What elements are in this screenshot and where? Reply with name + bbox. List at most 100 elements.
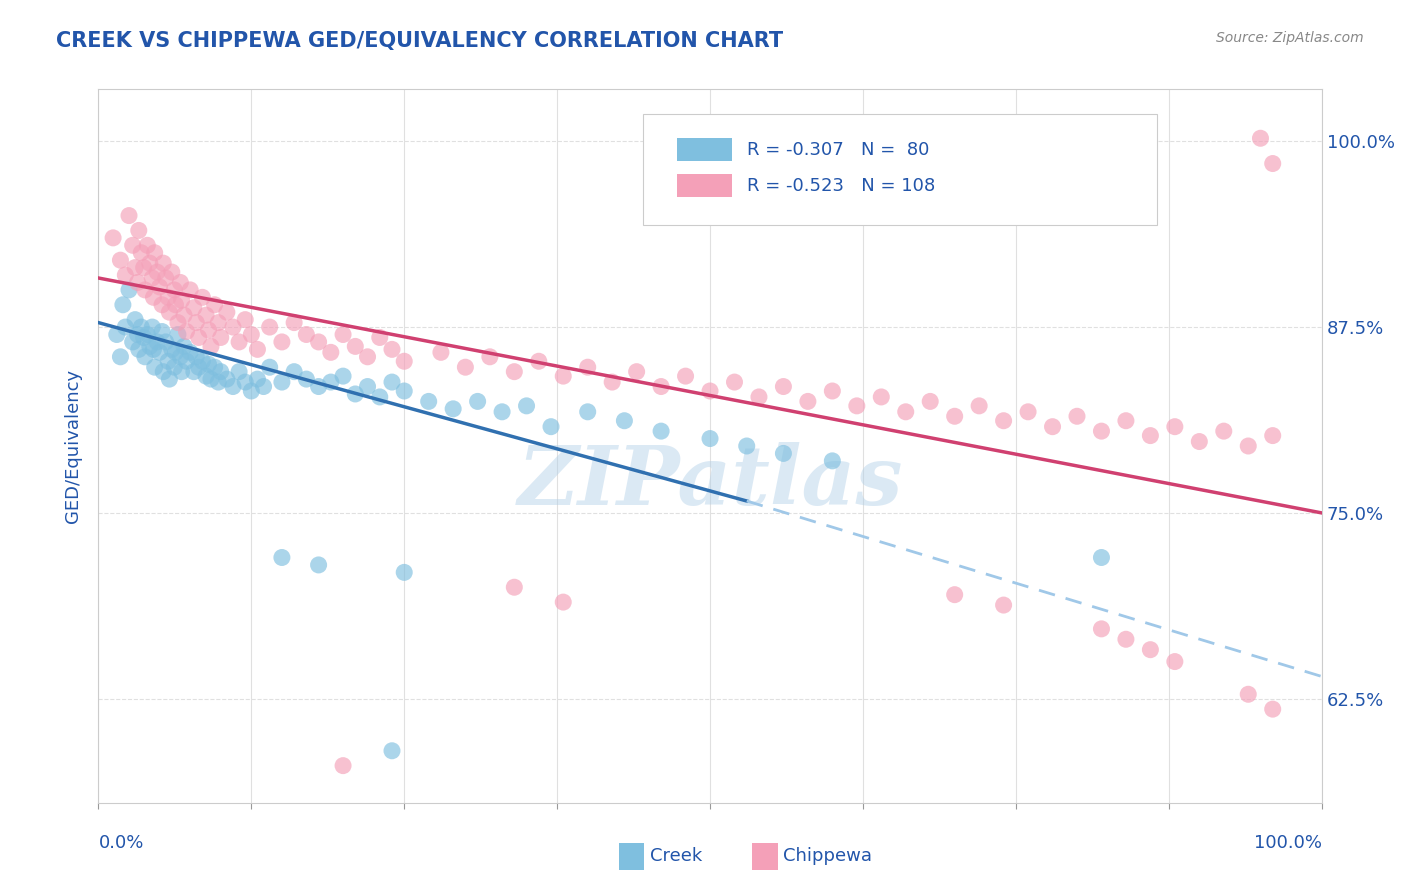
Point	[441, 401, 464, 416]
Point	[259, 320, 281, 334]
Point	[1139, 642, 1161, 657]
Point	[118, 209, 141, 223]
Bar	[678, 138, 733, 161]
Point	[259, 360, 281, 375]
Point	[943, 409, 966, 424]
Point	[132, 260, 155, 275]
Point	[183, 301, 205, 315]
Point	[183, 365, 205, 379]
Point	[197, 357, 219, 371]
Point	[392, 566, 416, 580]
Point	[650, 424, 672, 438]
Point	[142, 290, 165, 304]
Point	[295, 372, 318, 386]
Text: Chippewa: Chippewa	[783, 847, 872, 865]
Point	[143, 245, 166, 260]
Point	[157, 305, 180, 319]
Point	[308, 558, 330, 572]
Point	[418, 394, 440, 409]
Point	[149, 280, 172, 294]
Point	[195, 369, 218, 384]
Point	[553, 369, 575, 384]
Point	[187, 330, 209, 344]
Point	[381, 744, 404, 758]
Point	[1115, 414, 1137, 428]
Point	[1017, 405, 1039, 419]
Point	[127, 327, 149, 342]
Point	[124, 312, 146, 326]
Point	[845, 399, 868, 413]
Point	[270, 334, 294, 349]
Point	[152, 256, 174, 270]
Point	[124, 260, 146, 275]
Point	[176, 325, 198, 339]
Point	[270, 550, 294, 565]
Point	[204, 298, 226, 312]
Point	[157, 290, 180, 304]
Point	[128, 343, 150, 357]
Point	[228, 365, 250, 379]
Point	[110, 253, 132, 268]
Point	[295, 327, 318, 342]
Point	[735, 439, 758, 453]
Point	[143, 360, 166, 375]
Point	[197, 323, 219, 337]
Point	[515, 399, 537, 413]
Point	[993, 598, 1015, 612]
Point	[454, 360, 477, 375]
Point	[165, 298, 187, 312]
Point	[1237, 687, 1260, 701]
Point	[1164, 419, 1187, 434]
Text: 100.0%: 100.0%	[1254, 834, 1322, 852]
Point	[821, 384, 844, 398]
Point	[1212, 424, 1234, 438]
Point	[169, 276, 191, 290]
Point	[139, 256, 162, 270]
Point	[176, 354, 198, 368]
Point	[169, 350, 191, 364]
Point	[191, 290, 214, 304]
Point	[1261, 702, 1284, 716]
Point	[128, 223, 150, 237]
Point	[228, 334, 250, 349]
Text: CREEK VS CHIPPEWA GED/EQUIVALENCY CORRELATION CHART: CREEK VS CHIPPEWA GED/EQUIVALENCY CORREL…	[56, 31, 783, 51]
Point	[146, 334, 169, 349]
Point	[240, 384, 263, 398]
Point	[215, 305, 238, 319]
Point	[118, 283, 141, 297]
Point	[319, 345, 342, 359]
Point	[146, 265, 169, 279]
Point	[870, 390, 893, 404]
Text: R = -0.307   N =  80: R = -0.307 N = 80	[747, 141, 929, 159]
Point	[368, 390, 391, 404]
Point	[1261, 156, 1284, 170]
Point	[121, 238, 143, 252]
Point	[150, 325, 173, 339]
Point	[111, 298, 134, 312]
Point	[613, 414, 636, 428]
Point	[748, 390, 770, 404]
Point	[187, 360, 209, 375]
Point	[152, 365, 174, 379]
Point	[503, 365, 526, 379]
Point	[772, 446, 794, 460]
Point	[1090, 424, 1112, 438]
Point	[160, 343, 183, 357]
Point	[626, 365, 648, 379]
Point	[540, 419, 562, 434]
Point	[233, 375, 256, 389]
Point	[179, 283, 201, 297]
Point	[209, 330, 232, 344]
Point	[332, 833, 354, 847]
Point	[142, 343, 165, 357]
Point	[200, 372, 222, 386]
Point	[157, 372, 180, 386]
Point	[1066, 409, 1088, 424]
Point	[139, 339, 162, 353]
Point	[1237, 439, 1260, 453]
Point	[283, 316, 305, 330]
Point	[246, 343, 269, 357]
Point	[478, 350, 501, 364]
Point	[308, 334, 330, 349]
Point	[1090, 622, 1112, 636]
